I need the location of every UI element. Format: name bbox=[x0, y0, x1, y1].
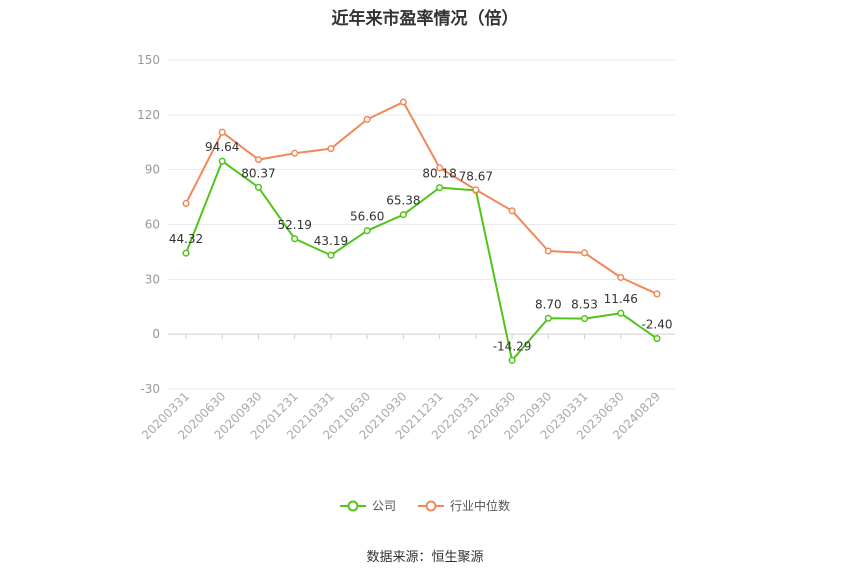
company-point bbox=[617, 309, 625, 317]
y-tick-label: 90 bbox=[145, 163, 160, 177]
legend-label-company: 公司 bbox=[371, 499, 396, 513]
industry-point bbox=[291, 149, 299, 157]
company-point bbox=[399, 211, 407, 219]
industry-point bbox=[327, 145, 335, 153]
data-label: 11.46 bbox=[604, 292, 638, 306]
data-label: 80.18 bbox=[422, 167, 456, 181]
y-tick-label: -30 bbox=[140, 382, 160, 396]
company-point bbox=[653, 335, 661, 343]
y-tick-label: 0 bbox=[152, 327, 160, 341]
company-point bbox=[580, 315, 589, 323]
data-label: 8.53 bbox=[571, 298, 598, 312]
chart-title: 近年来市盈率情况（倍） bbox=[331, 9, 519, 29]
line-chart: 1501209060300-30202003312020063020200930… bbox=[137, 53, 675, 442]
data-label: 78.67 bbox=[459, 169, 493, 183]
data-label: 52.19 bbox=[278, 218, 312, 232]
source-note: 数据来源：恒生聚源 bbox=[366, 550, 484, 565]
y-tick-label: 60 bbox=[145, 218, 160, 232]
legend-item-industry[interactable]: 行业中位数 bbox=[418, 497, 510, 514]
company-point bbox=[544, 314, 552, 322]
data-label: 94.64 bbox=[205, 140, 239, 154]
industry-point bbox=[363, 115, 371, 123]
industry-point bbox=[508, 207, 516, 215]
industry-point bbox=[472, 186, 480, 194]
legend: 公司 行业中位数 bbox=[0, 497, 850, 514]
data-label: -2.40 bbox=[641, 318, 672, 332]
industry-point bbox=[653, 290, 661, 298]
series-line-industry bbox=[185, 101, 658, 295]
series-line-company bbox=[185, 160, 658, 362]
company-point bbox=[327, 251, 335, 259]
company-point bbox=[182, 249, 190, 257]
data-label: 56.60 bbox=[350, 210, 384, 224]
legend-industry-icon bbox=[418, 500, 444, 511]
industry-point bbox=[436, 164, 444, 172]
y-tick-label: 150 bbox=[137, 53, 160, 67]
legend-item-company[interactable]: 公司 bbox=[339, 497, 396, 514]
company-point bbox=[254, 183, 263, 191]
data-label: -14.29 bbox=[493, 339, 532, 353]
industry-point bbox=[399, 98, 407, 106]
y-tick-label: 120 bbox=[137, 108, 160, 122]
data-label: 65.38 bbox=[386, 194, 420, 208]
company-point bbox=[363, 227, 371, 235]
data-label: 44.32 bbox=[169, 232, 203, 246]
data-label: 80.37 bbox=[241, 166, 275, 180]
industry-point bbox=[254, 156, 263, 164]
industry-point bbox=[617, 273, 625, 282]
legend-label-industry: 行业中位数 bbox=[450, 499, 511, 513]
industry-point bbox=[544, 247, 552, 255]
company-point bbox=[291, 235, 299, 243]
industry-point bbox=[218, 128, 226, 136]
company-point bbox=[508, 356, 516, 364]
data-label: 8.70 bbox=[535, 297, 562, 311]
data-label: 43.19 bbox=[314, 234, 348, 248]
legend-company-icon bbox=[339, 500, 366, 511]
company-point bbox=[436, 184, 444, 192]
y-tick-label: 30 bbox=[145, 272, 160, 286]
industry-point bbox=[580, 249, 589, 257]
industry-point bbox=[182, 199, 190, 208]
company-point bbox=[218, 157, 226, 165]
